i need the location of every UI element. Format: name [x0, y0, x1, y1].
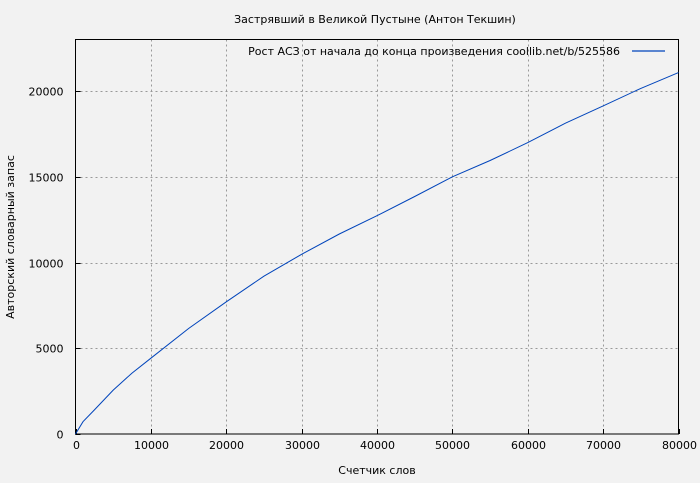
- legend-label: Рост АСЗ от начала до конца произведения…: [248, 45, 620, 58]
- y-tick-label: 10000: [29, 258, 64, 271]
- y-tick-label: 15000: [29, 172, 64, 185]
- x-tick-label: 80000: [662, 439, 697, 452]
- grid: [76, 40, 679, 435]
- x-tick-label: 40000: [360, 439, 395, 452]
- y-tick-label: 20000: [29, 86, 64, 99]
- x-tick-label: 60000: [511, 439, 546, 452]
- x-tick-label: 50000: [435, 439, 470, 452]
- x-tick-label: 0: [73, 439, 80, 452]
- chart-title: Застрявший в Великой Пустыне (Антон Текш…: [234, 13, 516, 26]
- y-axis-label: Авторский словарный запас: [4, 155, 17, 319]
- x-tick-label: 30000: [285, 439, 320, 452]
- x-tick-label: 10000: [134, 439, 169, 452]
- x-axis-label: Счетчик слов: [338, 464, 415, 477]
- x-tick-label: 20000: [209, 439, 244, 452]
- y-tick-label: 0: [57, 429, 64, 442]
- y-tick-label: 5000: [36, 343, 64, 356]
- x-tick-label: 70000: [586, 439, 621, 452]
